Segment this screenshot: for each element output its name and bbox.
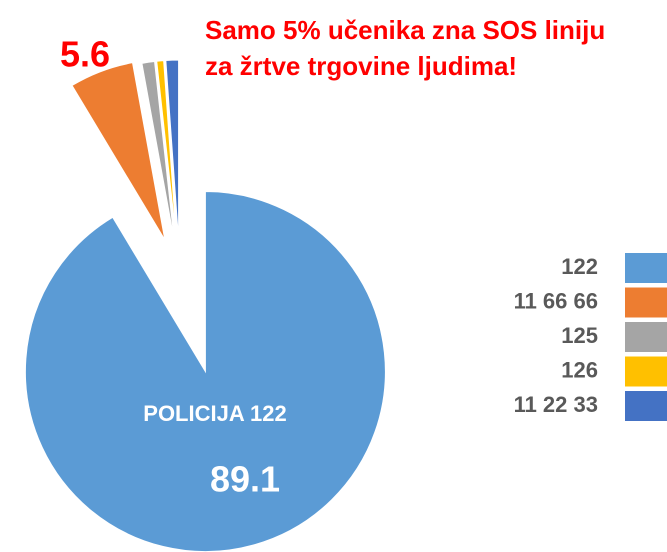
pie-slice xyxy=(71,62,166,241)
pie-slice xyxy=(156,60,177,241)
legend-swatch xyxy=(625,287,667,318)
legend-label: 11 22 33 xyxy=(514,392,598,417)
legend-swatch xyxy=(625,391,667,421)
legend-label: 11 66 66 xyxy=(514,288,598,313)
data-label: 89.1 xyxy=(210,459,280,500)
legend-label: 126 xyxy=(561,357,598,382)
annotation: POLICIJA 122 xyxy=(143,401,286,426)
legend-swatch xyxy=(625,322,667,352)
legend-label: 125 xyxy=(561,323,598,348)
data-label: 5.6 xyxy=(60,34,110,75)
pie-slice xyxy=(165,59,180,241)
legend-swatch xyxy=(625,253,667,283)
legend-label: 122 xyxy=(561,254,598,279)
legend-swatch xyxy=(625,356,667,387)
pie-slice xyxy=(141,60,175,241)
chart-title: Samo 5% učenika zna SOS liniju za žrtve … xyxy=(205,15,606,81)
pie-slice xyxy=(24,191,386,552)
